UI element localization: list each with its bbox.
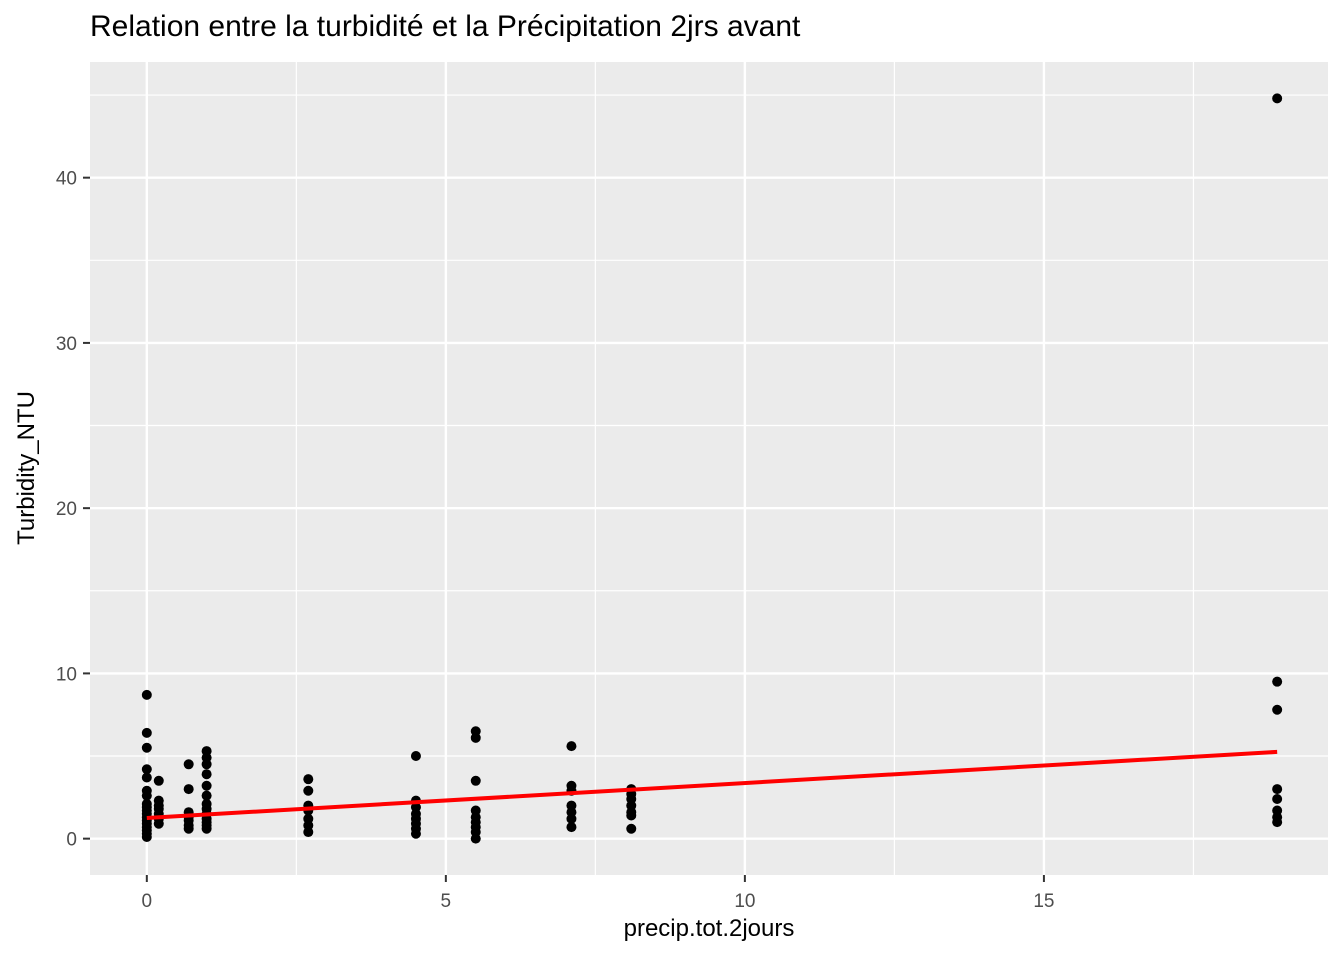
data-point: [470, 833, 481, 844]
data-point: [141, 689, 152, 700]
data-point: [1272, 704, 1283, 715]
x-tick-label: 15: [1033, 891, 1054, 912]
data-point: [566, 813, 577, 824]
data-point: [470, 775, 481, 786]
y-tick-label: 0: [66, 830, 77, 851]
data-point: [141, 772, 152, 783]
y-tick-label: 30: [56, 334, 77, 355]
data-point: [141, 742, 152, 753]
data-point: [470, 732, 481, 743]
data-point: [183, 759, 194, 770]
data-point: [141, 764, 152, 775]
data-point: [626, 823, 637, 834]
data-point: [201, 780, 212, 791]
x-tick-label: 5: [441, 891, 452, 912]
data-point: [201, 790, 212, 801]
data-point: [201, 823, 212, 834]
data-point: [1272, 784, 1283, 795]
minor-gridlines: [90, 62, 1328, 875]
data-point: [183, 823, 194, 834]
x-tick-label: 0: [142, 891, 153, 912]
chart-title: Relation entre la turbidité et la Précip…: [90, 10, 801, 43]
data-point: [566, 741, 577, 752]
y-axis-label: Turbidity_NTU: [13, 391, 40, 545]
data-point: [303, 827, 314, 838]
fit-line-group: [146, 749, 1278, 820]
data-point: [303, 785, 314, 796]
data-point: [201, 769, 212, 780]
y-axis-ticks: 0 10 20 30 40: [56, 169, 90, 851]
data-point: [1272, 93, 1283, 104]
data-point: [1272, 817, 1283, 828]
data-point: [410, 828, 421, 839]
x-axis-ticks: 0 5 10 15: [142, 875, 1054, 912]
y-tick-label: 40: [56, 169, 77, 190]
data-point: [153, 775, 164, 786]
data-point: [1272, 676, 1283, 687]
data-point: [153, 818, 164, 829]
data-point: [183, 784, 194, 795]
data-point: [141, 831, 152, 842]
plot-panel: [90, 62, 1328, 875]
major-gridlines: [90, 62, 1328, 875]
data-point: [626, 810, 637, 821]
regression-line: [146, 749, 1278, 820]
data-point: [410, 751, 421, 762]
data-point: [201, 759, 212, 770]
data-point: [303, 774, 314, 785]
data-point: [141, 727, 152, 738]
x-axis-label: precip.tot.2jours: [623, 915, 795, 942]
y-tick-label: 10: [56, 664, 77, 685]
y-tick-label: 20: [56, 499, 77, 520]
x-tick-label: 10: [734, 891, 755, 912]
data-point: [141, 790, 152, 801]
data-point: [1272, 793, 1283, 804]
data-point: [566, 822, 577, 833]
